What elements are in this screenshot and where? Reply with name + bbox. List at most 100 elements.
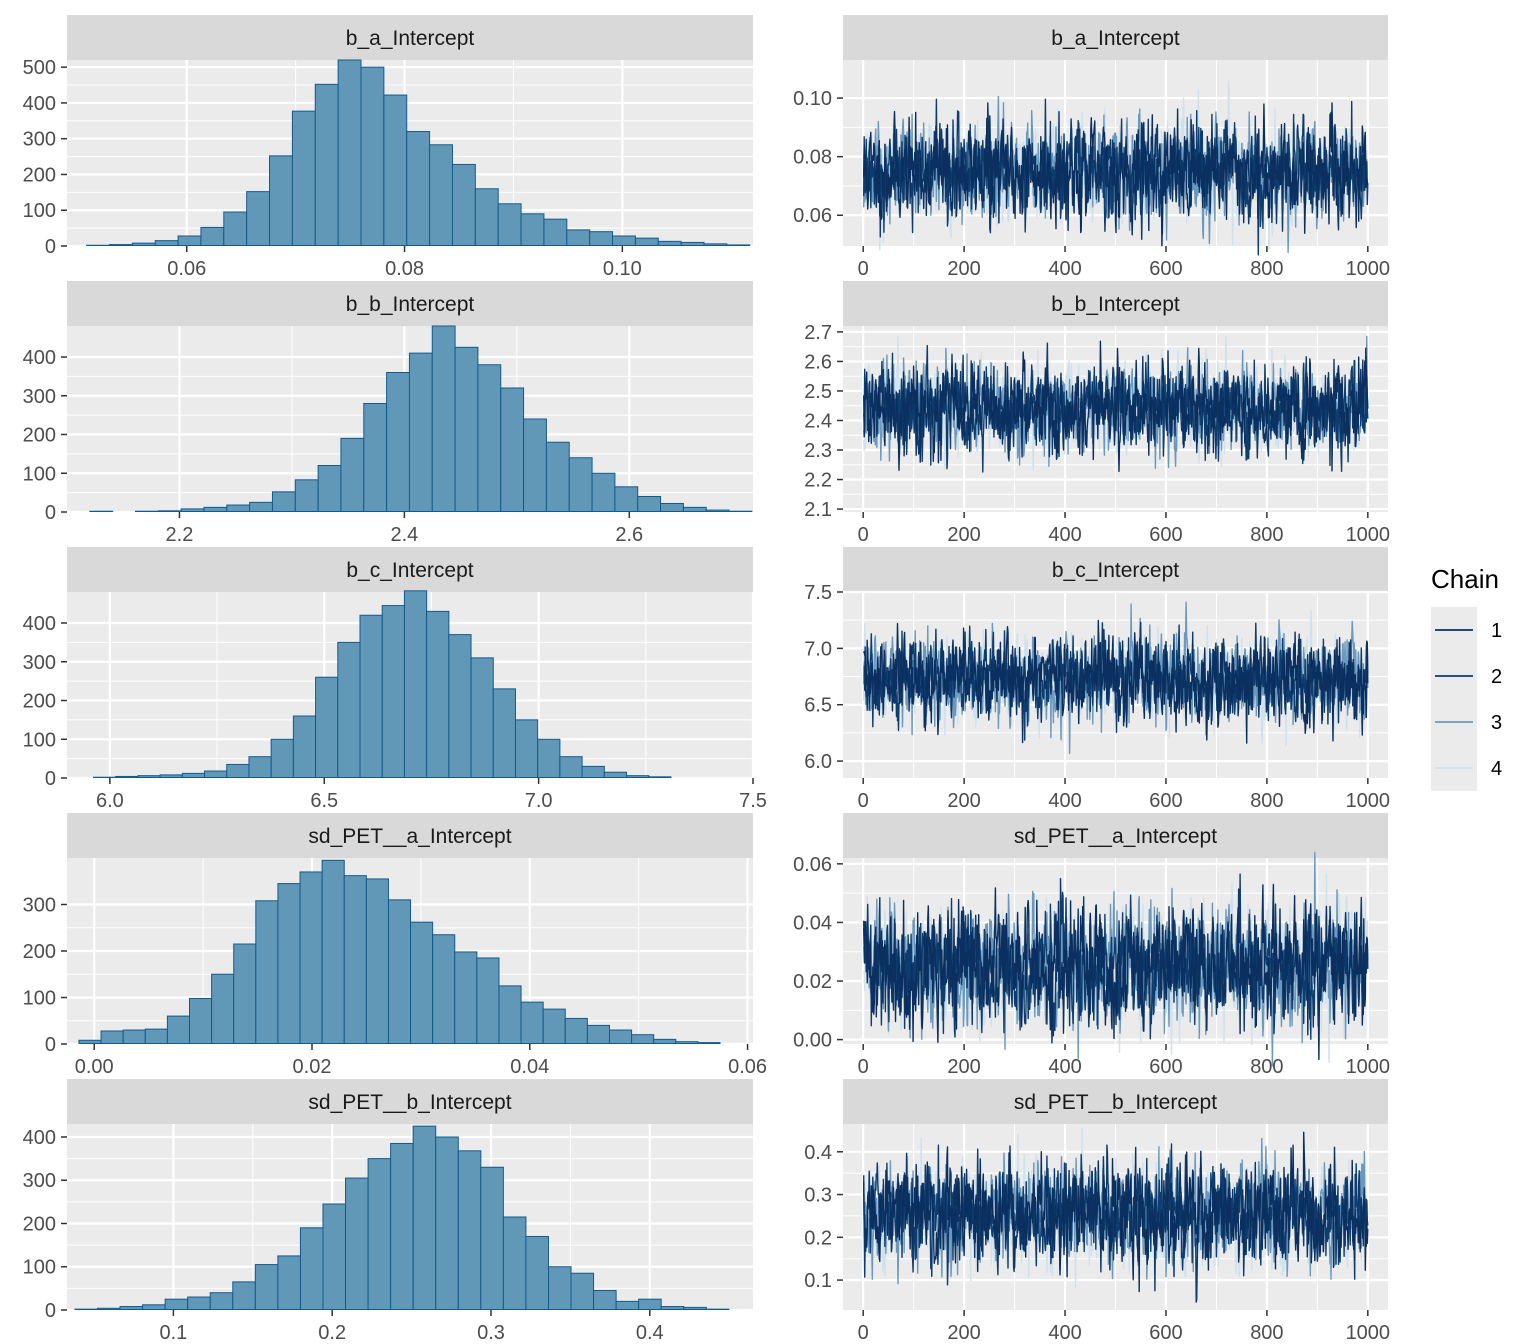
trace-line-chain-2 (863, 98, 1369, 256)
y-tick-label: 300 (23, 386, 56, 408)
histogram-bar (255, 900, 279, 1045)
facet-strip (67, 547, 753, 592)
histogram-bar (426, 610, 450, 778)
legend-label: 4 (1491, 758, 1502, 780)
facet-title: b_a_Intercept (346, 27, 475, 50)
histogram-bar (637, 496, 662, 512)
histogram-bar (660, 502, 684, 513)
histogram-bar (321, 859, 345, 1045)
x-tick-label: 0.08 (385, 258, 424, 280)
x-tick-label: 400 (1048, 1322, 1081, 1344)
histogram-bar (204, 770, 228, 779)
facet-strip (843, 813, 1388, 858)
histogram-bar (387, 899, 412, 1044)
x-tick-label: 400 (1048, 1056, 1081, 1078)
histogram-bar (648, 776, 672, 779)
histogram-bar (726, 244, 751, 247)
y-tick-label: 200 (23, 1213, 56, 1235)
histogram-bar (271, 491, 296, 513)
y-tick-label: 6.5 (804, 695, 832, 717)
y-tick-label: 300 (23, 895, 56, 917)
y-tick-label: 100 (23, 200, 56, 222)
facet-strip (67, 15, 753, 60)
facet-title: b_a_Intercept (1051, 27, 1180, 50)
histogram-bar (177, 235, 202, 247)
y-tick-label: 0.2 (804, 1227, 832, 1249)
x-tick-label: 800 (1250, 258, 1283, 280)
histogram-bar (498, 985, 522, 1044)
y-tick-label: 2.2 (804, 470, 832, 492)
y-tick-label: 0.02 (793, 971, 832, 993)
x-tick-label: 0 (858, 1322, 869, 1344)
histogram-bar (680, 241, 705, 247)
histogram-bar (705, 509, 730, 512)
legend-title: Chain (1431, 564, 1499, 594)
histogram-bar (383, 94, 408, 246)
histogram-bar (144, 1028, 168, 1044)
histogram-bar (386, 372, 410, 512)
histogram-bar (299, 1227, 324, 1311)
x-tick-label: 0.00 (75, 1056, 114, 1078)
histogram-bar (476, 957, 500, 1044)
histogram-bar (608, 1029, 633, 1045)
histogram-bar (660, 1306, 685, 1311)
histogram-panel-2: b_b_Intercept 2.2 2.4 2.6 0 100 200 300 400 (23, 281, 753, 546)
histogram-bar (233, 943, 257, 1045)
x-tick-label: 2.4 (390, 524, 418, 546)
y-tick-label: 100 (23, 1257, 56, 1279)
histogram-bar (612, 235, 636, 247)
histogram-bar (457, 1150, 482, 1310)
x-tick-label: 0.04 (510, 1056, 549, 1078)
histogram-bar (211, 973, 235, 1044)
facet-title: b_b_Intercept (346, 293, 475, 316)
histogram-bar (131, 242, 156, 246)
histogram-bar (189, 997, 213, 1044)
histogram-bar (451, 163, 476, 246)
x-tick-label: 2.2 (166, 524, 194, 546)
histogram-bar (593, 1290, 617, 1311)
facet-title: b_c_Intercept (346, 559, 473, 582)
x-tick-label: 400 (1048, 524, 1081, 546)
histogram-bar (403, 590, 428, 779)
y-tick-label: 0 (45, 502, 56, 524)
x-tick-label: 0.3 (477, 1322, 505, 1344)
histogram-bar (78, 1039, 102, 1045)
y-tick-label: 0.06 (793, 205, 832, 227)
histogram-bar (180, 508, 205, 512)
histogram-bar (543, 218, 568, 247)
histogram-bar (381, 605, 405, 778)
histogram-bar (157, 510, 182, 512)
y-tick-label: 0 (45, 1034, 56, 1056)
x-tick-label: 2.6 (615, 524, 643, 546)
facet-strip (843, 547, 1388, 592)
y-tick-label: 500 (23, 57, 56, 79)
histogram-bar (545, 441, 570, 512)
histogram-bar (187, 1296, 211, 1311)
histogram-bar (226, 504, 251, 512)
facet-title: sd_PET__a_Intercept (308, 825, 511, 848)
x-tick-label: 0 (858, 1056, 869, 1078)
y-tick-label: 7.0 (804, 638, 832, 660)
histogram-bar (631, 1034, 655, 1044)
histogram-bar (564, 1017, 588, 1044)
histogram-bar (269, 155, 293, 246)
y-tick-label: 200 (23, 691, 56, 713)
y-tick-label: 200 (23, 164, 56, 186)
trace-line-chain-1 (863, 340, 1369, 473)
x-tick-label: 0.4 (636, 1322, 664, 1344)
histogram-bar (360, 66, 385, 247)
histogram-bar (589, 231, 614, 246)
histogram-bar (294, 479, 319, 512)
x-tick-label: 0 (858, 258, 869, 280)
histogram-bar (345, 1177, 369, 1311)
x-tick-label: 600 (1149, 790, 1182, 812)
histogram-bar (390, 1142, 414, 1310)
y-tick-label: 7.5 (804, 582, 832, 604)
y-tick-label: 0.00 (793, 1030, 832, 1052)
facet-title: sd_PET__a_Intercept (1014, 825, 1217, 848)
y-tick-label: 0.04 (793, 912, 832, 934)
histogram-bar (454, 346, 479, 512)
y-tick-label: 0 (45, 236, 56, 258)
histogram-bar (108, 244, 133, 246)
trace-line-chain-2 (863, 621, 1369, 741)
